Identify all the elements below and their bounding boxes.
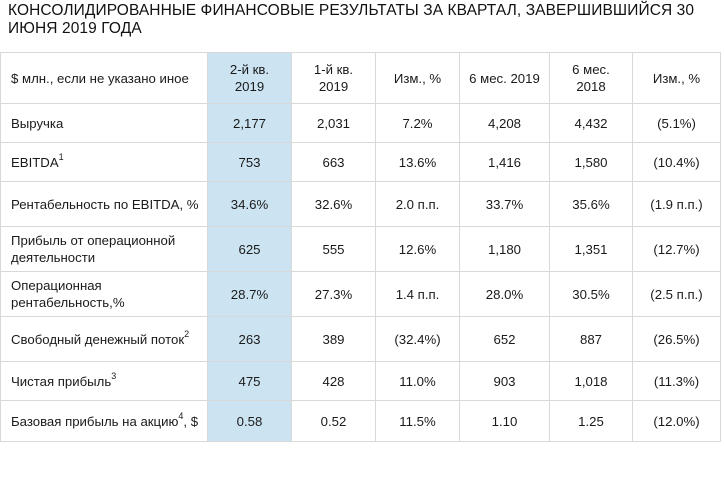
table-row: Операционная рентабельность,% 28.7% 27.3… — [0, 271, 721, 317]
cell-6m-2018: 4,432 — [549, 103, 633, 143]
cell-q2-2019: 753 — [207, 142, 292, 182]
cell-q1-2019: 555 — [291, 226, 376, 272]
cell-q2-2019: 2,177 — [207, 103, 292, 143]
cell-q1-2019: 32.6% — [291, 181, 376, 227]
cell-change-quarter: 2.0 п.п. — [375, 181, 460, 227]
cell-change-quarter: 11.0% — [375, 361, 460, 401]
cell-q2-2019: 0.58 — [207, 400, 292, 442]
cell-6m-2018: 1.25 — [549, 400, 633, 442]
footnote-marker: 1 — [58, 152, 64, 163]
row-label: Рентабельность по EBITDA, % — [0, 181, 208, 227]
table-row: Выручка 2,177 2,031 7.2% 4,208 4,432 (5.… — [0, 103, 721, 143]
header-6m-2019: 6 мес. 2019 — [459, 52, 550, 104]
cell-change-quarter: 1.4 п.п. — [375, 271, 460, 317]
table-row: Базовая прибыль на акцию4, $ 0.58 0.52 1… — [0, 400, 721, 442]
cell-change-6m: (1.9 п.п.) — [632, 181, 721, 227]
cell-change-6m: (11.3%) — [632, 361, 721, 401]
cell-change-quarter: 11.5% — [375, 400, 460, 442]
row-label: Прибыль от операционной деятельности — [0, 226, 208, 272]
cell-change-6m: (12.7%) — [632, 226, 721, 272]
cell-change-6m: (2.5 п.п.) — [632, 271, 721, 317]
table-row: Прибыль от операционной деятельности 625… — [0, 226, 721, 272]
header-change-6m: Изм., % — [632, 52, 721, 104]
cell-6m-2019: 33.7% — [459, 181, 550, 227]
cell-q1-2019: 0.52 — [291, 400, 376, 442]
header-q2-2019: 2-й кв. 2019 — [207, 52, 292, 104]
row-label: Базовая прибыль на акцию4, $ — [0, 400, 208, 442]
row-label: Выручка — [0, 103, 208, 143]
cell-change-quarter: 7.2% — [375, 103, 460, 143]
cell-q1-2019: 27.3% — [291, 271, 376, 317]
cell-6m-2019: 28.0% — [459, 271, 550, 317]
cell-6m-2019: 652 — [459, 316, 550, 362]
row-label: Операционная рентабельность,% — [0, 271, 208, 317]
cell-6m-2019: 4,208 — [459, 103, 550, 143]
cell-q1-2019: 2,031 — [291, 103, 376, 143]
header-label: $ млн., если не указано иное — [0, 52, 208, 104]
cell-6m-2019: 1,416 — [459, 142, 550, 182]
row-label: EBITDA1 — [0, 142, 208, 182]
table-row: Свободный денежный поток2 263 389 (32.4%… — [0, 316, 721, 362]
financial-results-table: $ млн., если не указано иное 2-й кв. 201… — [0, 52, 721, 442]
cell-q2-2019: 475 — [207, 361, 292, 401]
cell-q1-2019: 389 — [291, 316, 376, 362]
table-row: Чистая прибыль3 475 428 11.0% 903 1,018 … — [0, 361, 721, 401]
table-row: Рентабельность по EBITDA, % 34.6% 32.6% … — [0, 181, 721, 227]
cell-q2-2019: 28.7% — [207, 271, 292, 317]
cell-q1-2019: 428 — [291, 361, 376, 401]
cell-6m-2019: 1,180 — [459, 226, 550, 272]
header-q1-2019: 1-й кв. 2019 — [291, 52, 376, 104]
cell-change-quarter: 13.6% — [375, 142, 460, 182]
footnote-marker: 4 — [178, 411, 184, 422]
cell-q2-2019: 34.6% — [207, 181, 292, 227]
cell-6m-2018: 1,018 — [549, 361, 633, 401]
header-change-quarter: Изм., % — [375, 52, 460, 104]
page-title: КОНСОЛИДИРОВАННЫЕ ФИНАНСОВЫЕ РЕЗУЛЬТАТЫ … — [8, 2, 695, 37]
cell-q2-2019: 625 — [207, 226, 292, 272]
cell-6m-2019: 903 — [459, 361, 550, 401]
header-6m-2018: 6 мес. 2018 — [549, 52, 633, 104]
cell-change-6m: (5.1%) — [632, 103, 721, 143]
cell-6m-2019: 1.10 — [459, 400, 550, 442]
table-header-row: $ млн., если не указано иное 2-й кв. 201… — [0, 52, 721, 104]
cell-change-6m: (26.5%) — [632, 316, 721, 362]
row-label: Свободный денежный поток2 — [0, 316, 208, 362]
cell-6m-2018: 30.5% — [549, 271, 633, 317]
cell-change-quarter: (32.4%) — [375, 316, 460, 362]
cell-6m-2018: 887 — [549, 316, 633, 362]
footnote-marker: 3 — [111, 371, 117, 382]
table-row: EBITDA1 753 663 13.6% 1,416 1,580 (10.4%… — [0, 142, 721, 182]
row-label: Чистая прибыль3 — [0, 361, 208, 401]
cell-q2-2019: 263 — [207, 316, 292, 362]
cell-change-6m: (10.4%) — [632, 142, 721, 182]
footnote-marker: 2 — [184, 329, 190, 340]
cell-6m-2018: 1,580 — [549, 142, 633, 182]
cell-change-quarter: 12.6% — [375, 226, 460, 272]
cell-change-6m: (12.0%) — [632, 400, 721, 442]
cell-6m-2018: 35.6% — [549, 181, 633, 227]
cell-6m-2018: 1,351 — [549, 226, 633, 272]
cell-q1-2019: 663 — [291, 142, 376, 182]
